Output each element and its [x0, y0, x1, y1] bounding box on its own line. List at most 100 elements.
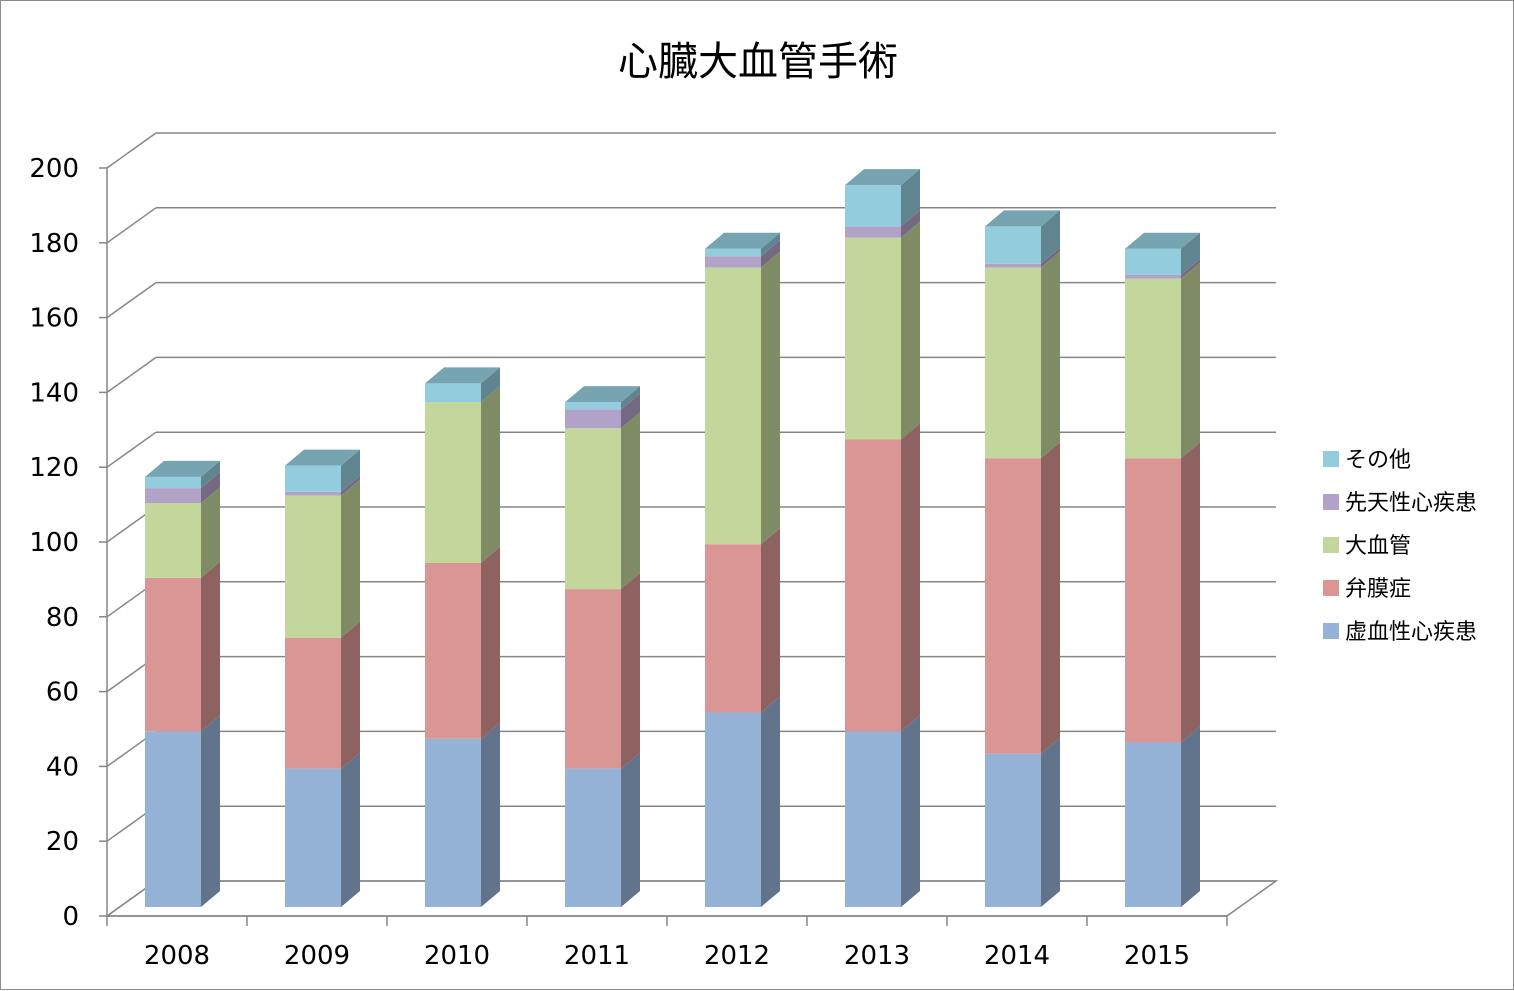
bar-segment — [845, 731, 901, 907]
bar-segment — [145, 476, 201, 489]
gridline-side — [106, 431, 157, 468]
x-tick-label: 2011 — [564, 941, 630, 971]
bar-side — [341, 475, 360, 496]
bar-side — [481, 546, 500, 739]
gridline-side — [106, 132, 157, 169]
bar-segment — [285, 637, 341, 769]
bar-side — [901, 210, 920, 238]
bar-segment — [705, 267, 761, 545]
bar-side — [341, 752, 360, 907]
bar-segment — [425, 738, 481, 907]
gridline-side — [106, 356, 157, 394]
gridline-side — [106, 281, 157, 319]
legend-swatch — [1323, 451, 1339, 467]
x-tick-label: 2013 — [844, 941, 910, 971]
bar-segment — [1125, 248, 1181, 275]
chart-title: 心臓大血管手術 — [618, 39, 898, 85]
bar-side — [1041, 247, 1060, 268]
bar-segment — [1125, 278, 1181, 459]
bar-side — [1181, 262, 1200, 459]
y-tick-label: 100 — [29, 528, 79, 558]
bar-side — [341, 621, 360, 769]
bar-side — [201, 460, 220, 489]
legend-label: その他 — [1345, 448, 1411, 473]
gridlines — [106, 132, 1276, 917]
bar-top — [705, 232, 780, 249]
bar-side — [201, 487, 220, 578]
bar-top — [845, 169, 920, 186]
y-tick-label: 20 — [46, 827, 79, 857]
bar-side — [1181, 726, 1200, 907]
legend-label: 弁膜症 — [1345, 577, 1411, 602]
bar-top — [285, 449, 360, 466]
y-tick-label: 0 — [62, 902, 79, 932]
legend-label: 大血管 — [1345, 534, 1411, 559]
bar-segment — [1125, 274, 1181, 279]
bar-side — [1041, 442, 1060, 754]
bar-segment — [285, 768, 341, 907]
legend-swatch — [1323, 580, 1339, 596]
bar-side — [761, 232, 780, 257]
bar-side — [201, 715, 220, 907]
bar-top — [145, 460, 220, 477]
bar-side — [901, 221, 920, 440]
bar-segment — [985, 753, 1041, 907]
bar-side — [481, 722, 500, 907]
bar-segment — [705, 544, 761, 713]
bar-side — [621, 393, 640, 429]
bar-segment — [285, 465, 341, 492]
x-tick-label: 2010 — [424, 941, 490, 971]
x-axis-ticks: 2008 2009 2010 2011 2012 2013 2014 2015 — [106, 916, 1228, 971]
bar-segment — [425, 383, 481, 403]
bar-segment — [985, 458, 1041, 754]
bar-side — [901, 715, 920, 907]
bar-top — [565, 386, 640, 403]
bar-segment — [985, 267, 1041, 459]
y-tick-label: 80 — [46, 603, 79, 633]
bar-segment — [145, 731, 201, 907]
x-tick-label: 2014 — [984, 941, 1050, 971]
bar-side — [621, 412, 640, 590]
bar-side — [1041, 210, 1060, 264]
x-tick-label: 2015 — [1124, 941, 1190, 971]
bar-side — [1181, 442, 1200, 743]
bar-side — [901, 423, 920, 732]
bar-segment — [985, 226, 1041, 264]
bar-side — [481, 367, 500, 403]
chart-floor — [104, 880, 1279, 917]
bar-segment — [1125, 458, 1181, 743]
y-tick-label: 160 — [29, 304, 79, 334]
y-tick-label: 200 — [29, 154, 79, 184]
bar-side — [481, 386, 500, 563]
bar-side — [1181, 258, 1200, 279]
bar-top — [425, 367, 500, 384]
bar-side — [1041, 737, 1060, 907]
bar-segment — [145, 488, 201, 504]
chart-walls — [104, 880, 1279, 917]
bar-segment — [145, 577, 201, 732]
bar-side — [1181, 232, 1200, 275]
bar-segment — [985, 263, 1041, 268]
y-axis-ticks: 0 20 40 60 80 100 120 140 160 180 200 — [29, 154, 107, 932]
y-tick-label: 40 — [46, 752, 79, 782]
bar-segment — [285, 491, 341, 496]
bar-segment — [1125, 742, 1181, 907]
y-tick-label: 120 — [29, 453, 79, 483]
x-tick-label: 2008 — [144, 941, 210, 971]
bar-top — [985, 210, 1060, 227]
bar-side — [621, 386, 640, 410]
bar-segment — [705, 248, 761, 257]
bar-segment — [425, 562, 481, 739]
bar-segment — [145, 503, 201, 578]
x-tick-label: 2012 — [704, 941, 770, 971]
bar-side — [761, 528, 780, 713]
bars — [145, 169, 1200, 907]
bar-segment — [845, 226, 901, 238]
bar-side — [621, 573, 640, 769]
bar-side — [1041, 251, 1060, 459]
bar-segment — [705, 256, 761, 268]
legend-label: 虚血性心疾患 — [1345, 620, 1477, 645]
